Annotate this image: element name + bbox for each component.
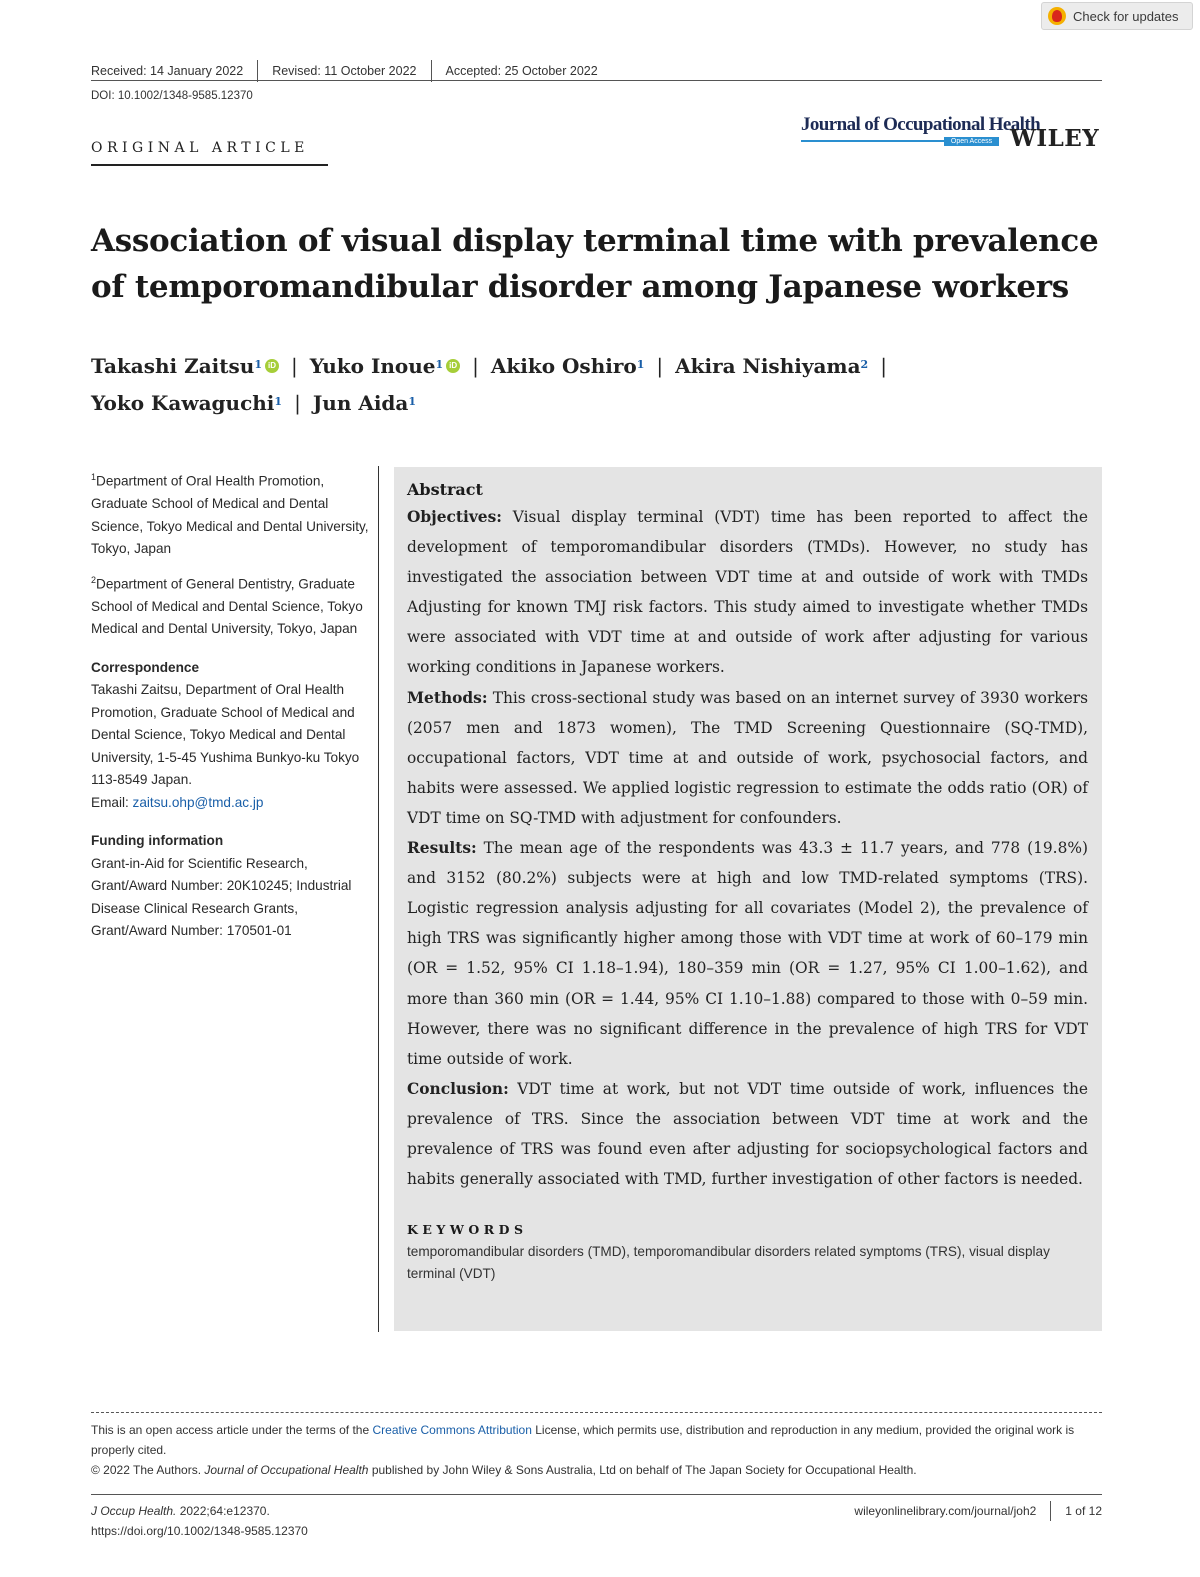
license-note: This is an open access article under the… bbox=[91, 1420, 1102, 1480]
author: Yoko Kawaguchi1 bbox=[91, 391, 283, 415]
divider bbox=[1050, 1501, 1052, 1521]
abstract-methods: Methods: This cross-sectional study was … bbox=[407, 688, 1088, 827]
column-divider bbox=[378, 466, 379, 1332]
funding-text: Grant-in-Aid for Scientific Research, Gr… bbox=[91, 855, 352, 939]
article-title: Association of visual display terminal t… bbox=[91, 223, 1099, 305]
publisher-logo: WILEY bbox=[1010, 125, 1100, 152]
sidebar-info: 1Department of Oral Health Promotion, Gr… bbox=[91, 466, 371, 943]
divider bbox=[430, 60, 432, 82]
license-text: This is an open access article under the… bbox=[91, 1423, 1075, 1457]
correspondence-text: Takashi Zaitsu, Department of Oral Healt… bbox=[91, 682, 360, 788]
citation: J Occup Health. 2022;64:e12370. https://… bbox=[91, 1501, 308, 1541]
section-label: ORIGINAL ARTICLE bbox=[91, 140, 309, 156]
abstract-box: Abstract Objectives: Visual display term… bbox=[394, 467, 1102, 1331]
doi: DOI: 10.1002/1348-9585.12370 bbox=[91, 90, 253, 102]
keywords-text: temporomandibular disorders (TMD), tempo… bbox=[407, 1244, 1050, 1282]
page-number: 1 of 12 bbox=[1065, 1504, 1102, 1518]
affiliation: 2Department of General Dentistry, Gradua… bbox=[91, 574, 363, 637]
license-link[interactable]: Creative Commons Attribution bbox=[372, 1423, 532, 1437]
footer-rule bbox=[91, 1494, 1102, 1495]
section-underline bbox=[91, 164, 328, 166]
orcid-icon[interactable]: iD bbox=[446, 358, 461, 373]
journal-url[interactable]: wileyonlinelibrary.com/journal/joh2 bbox=[854, 1504, 1037, 1518]
header-rule bbox=[91, 80, 1102, 81]
funding-heading: Funding information bbox=[91, 833, 224, 849]
abstract-conclusion: Conclusion: VDT time at work, but not VD… bbox=[407, 1079, 1088, 1189]
article-dates: Received: 14 January 2022 Revised: 11 Oc… bbox=[91, 60, 598, 82]
received-date: Received: 14 January 2022 bbox=[91, 64, 244, 78]
correspondence-email: Email: zaitsu.ohp@tmd.ac.jp bbox=[91, 794, 264, 810]
crossmark-icon bbox=[1048, 7, 1066, 25]
author: Yuko Inoue1 iD bbox=[310, 354, 461, 378]
orcid-icon[interactable]: iD bbox=[264, 358, 279, 373]
author-list: Takashi Zaitsu1 iD | Yuko Inoue1 iD | Akiko Os… bbox=[91, 354, 887, 415]
author: Akiko Oshiro1 bbox=[490, 354, 645, 378]
check-for-updates-button[interactable]: Check for updates bbox=[1041, 2, 1193, 30]
correspondence-heading: Correspondence bbox=[91, 659, 200, 675]
accepted-date: Accepted: 25 October 2022 bbox=[445, 64, 598, 78]
copyright-text: © 2022 The Authors. Journal of Occupatio… bbox=[91, 1463, 917, 1477]
author: Jun Aida1 bbox=[312, 391, 417, 415]
keywords-heading: KEYWORDS bbox=[407, 1222, 528, 1238]
footer-dashed-rule bbox=[91, 1412, 1102, 1413]
journal-logo-underline bbox=[801, 140, 999, 142]
check-for-updates-label: Check for updates bbox=[1073, 8, 1179, 24]
abstract-results: Results: The mean age of the respondents… bbox=[407, 839, 1088, 1068]
open-access-tag: Open Access bbox=[944, 137, 999, 146]
citation-doi[interactable]: https://doi.org/10.1002/1348-9585.12370 bbox=[91, 1524, 308, 1538]
divider bbox=[257, 60, 259, 82]
author: Akira Nishiyama2 bbox=[675, 354, 869, 378]
author: Takashi Zaitsu1 iD bbox=[91, 354, 279, 378]
journal-logo: Journal of Occupational Health bbox=[801, 114, 1041, 135]
abstract-objectives: Objectives: Visual display terminal (VDT… bbox=[407, 508, 1088, 677]
revised-date: Revised: 11 October 2022 bbox=[272, 64, 417, 78]
footer-right: wileyonlinelibrary.com/journal/joh2 1 of… bbox=[854, 1501, 1102, 1521]
abstract-heading: Abstract bbox=[407, 480, 483, 499]
email-link[interactable]: zaitsu.ohp@tmd.ac.jp bbox=[132, 794, 264, 810]
affiliation: 1Department of Oral Health Promotion, Gr… bbox=[91, 472, 369, 557]
